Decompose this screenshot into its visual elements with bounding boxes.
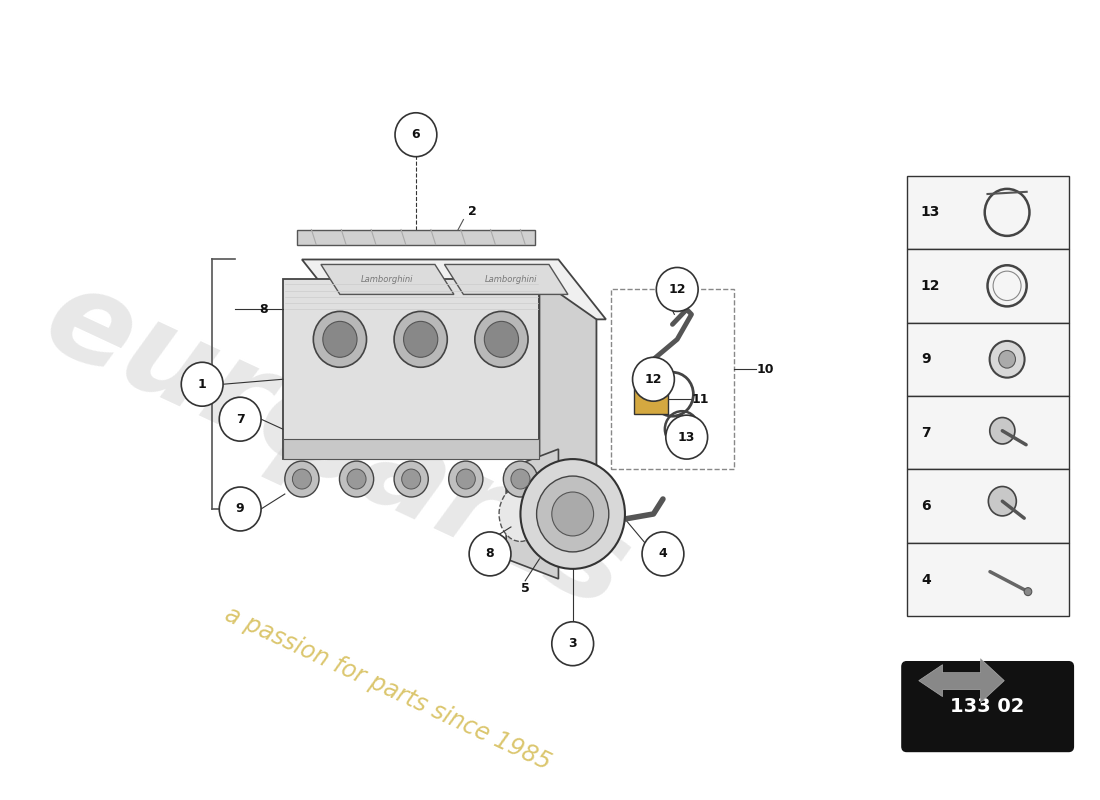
Text: 4: 4 (659, 547, 668, 560)
Circle shape (395, 113, 437, 157)
Polygon shape (506, 449, 559, 579)
Text: 7: 7 (235, 413, 244, 426)
Text: 8: 8 (260, 303, 268, 316)
FancyBboxPatch shape (906, 176, 1068, 249)
FancyBboxPatch shape (906, 322, 1068, 396)
FancyBboxPatch shape (906, 470, 1068, 543)
Circle shape (999, 350, 1015, 368)
Circle shape (394, 461, 428, 497)
Circle shape (484, 322, 518, 358)
Text: 1: 1 (198, 378, 207, 390)
Circle shape (990, 418, 1015, 444)
Text: 13: 13 (678, 430, 695, 444)
Text: 12: 12 (669, 283, 686, 296)
Circle shape (632, 358, 674, 402)
Circle shape (537, 476, 608, 552)
Text: parts: parts (261, 366, 647, 632)
FancyBboxPatch shape (902, 662, 1074, 751)
Text: a passion for parts since 1985: a passion for parts since 1985 (221, 602, 554, 775)
FancyBboxPatch shape (906, 396, 1068, 470)
Text: euro: euro (26, 257, 368, 502)
FancyBboxPatch shape (906, 249, 1068, 322)
Polygon shape (283, 439, 539, 459)
Circle shape (666, 415, 707, 459)
Polygon shape (297, 230, 535, 245)
Text: 4: 4 (921, 573, 931, 586)
Circle shape (394, 311, 448, 367)
Text: 12: 12 (921, 279, 940, 293)
Circle shape (990, 341, 1024, 378)
Polygon shape (539, 279, 596, 499)
Circle shape (340, 461, 374, 497)
Text: 6: 6 (921, 499, 931, 513)
Text: 12: 12 (645, 373, 662, 386)
Text: 2: 2 (469, 205, 477, 218)
FancyBboxPatch shape (906, 543, 1068, 616)
Circle shape (520, 459, 625, 569)
Text: 9: 9 (921, 352, 931, 366)
Polygon shape (918, 658, 1004, 702)
Text: 133 02: 133 02 (950, 697, 1025, 716)
Circle shape (219, 398, 261, 441)
Circle shape (402, 469, 420, 489)
Circle shape (219, 487, 261, 531)
Circle shape (989, 486, 1016, 516)
Circle shape (642, 532, 684, 576)
Polygon shape (444, 265, 568, 294)
Text: 13: 13 (921, 206, 940, 219)
Circle shape (285, 461, 319, 497)
Text: 9: 9 (235, 502, 244, 515)
Circle shape (404, 322, 438, 358)
Polygon shape (283, 279, 539, 459)
Circle shape (293, 469, 311, 489)
Circle shape (504, 461, 538, 497)
Circle shape (1024, 588, 1032, 596)
Polygon shape (635, 384, 668, 414)
Circle shape (346, 469, 366, 489)
Text: 10: 10 (756, 362, 773, 376)
Circle shape (456, 469, 475, 489)
Polygon shape (301, 259, 606, 319)
Text: Lamborghini: Lamborghini (361, 275, 414, 284)
Circle shape (657, 267, 698, 311)
Text: 3: 3 (569, 638, 578, 650)
Circle shape (469, 532, 510, 576)
Ellipse shape (499, 486, 542, 542)
Polygon shape (321, 265, 454, 294)
Circle shape (182, 362, 223, 406)
Text: 7: 7 (921, 426, 931, 440)
Text: 8: 8 (486, 547, 494, 560)
Text: 5: 5 (520, 582, 529, 595)
Text: Lamborghini: Lamborghini (485, 275, 537, 284)
Circle shape (475, 311, 528, 367)
Circle shape (449, 461, 483, 497)
Circle shape (552, 492, 594, 536)
Circle shape (510, 469, 530, 489)
Circle shape (322, 322, 358, 358)
Text: 11: 11 (692, 393, 710, 406)
Circle shape (314, 311, 366, 367)
Circle shape (552, 622, 594, 666)
Text: 6: 6 (411, 128, 420, 142)
